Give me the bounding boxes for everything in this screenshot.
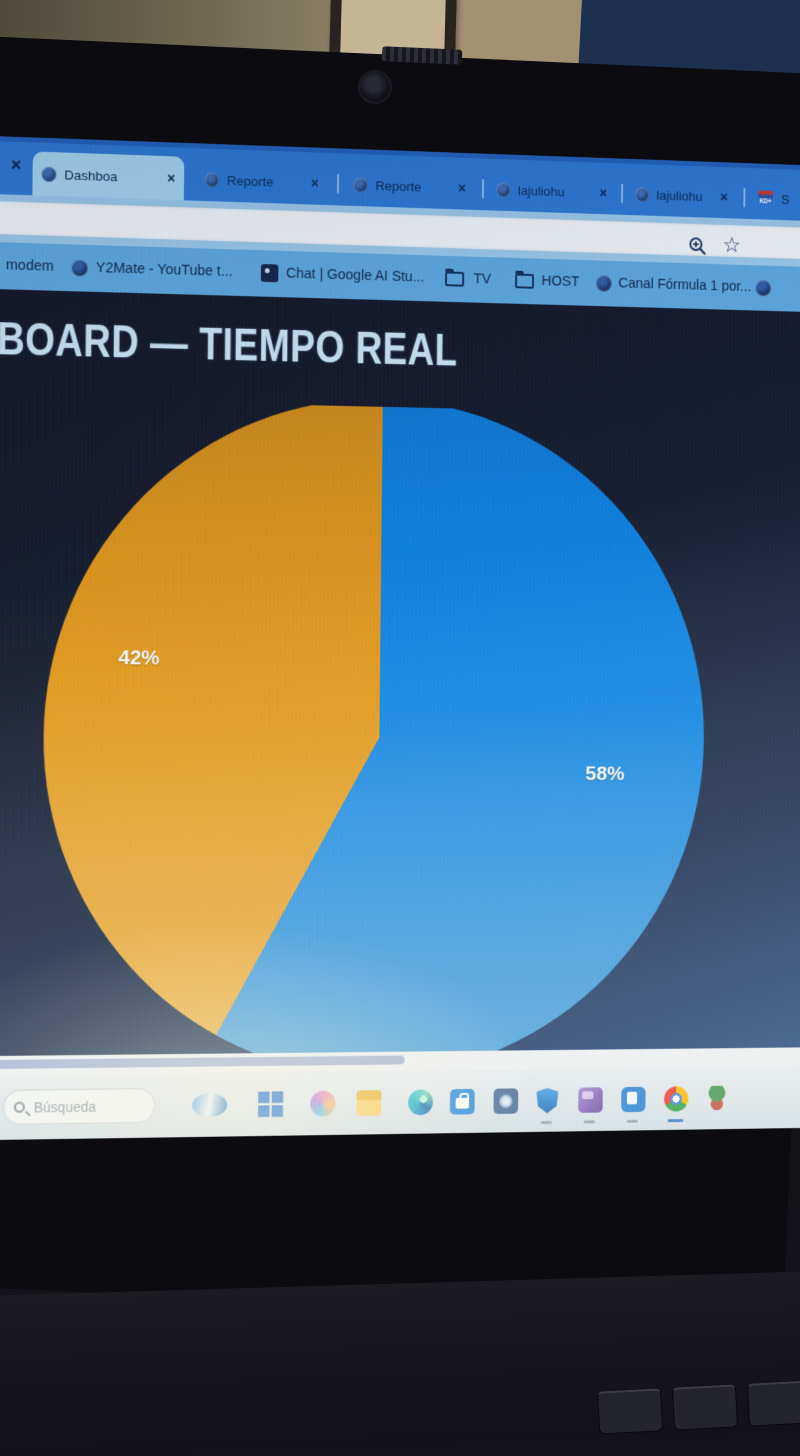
tab-close-icon[interactable]: × (167, 170, 175, 186)
photos-icon[interactable] (493, 1088, 518, 1114)
laptop-screen: × Dashboa × Reporte × Reporte × lajulioh… (0, 136, 800, 1140)
tab-close-icon[interactable]: × (11, 155, 22, 176)
office-app-icon[interactable] (578, 1087, 603, 1113)
bookmark-star-icon[interactable]: ☆ (723, 233, 741, 259)
microsoft-store-icon[interactable] (450, 1089, 475, 1115)
search-input[interactable] (32, 1097, 136, 1116)
keyboard-key (597, 1388, 663, 1434)
tab-close-icon[interactable]: × (599, 185, 607, 201)
pie-circle (40, 398, 707, 1056)
tab-label: S (781, 192, 800, 207)
favicon-text: KD+ (759, 198, 771, 205)
slice-label-orange: 42% (118, 646, 159, 670)
file-explorer-icon[interactable] (356, 1090, 381, 1116)
tab-dashboard[interactable]: Dashboa × (32, 151, 184, 200)
globe-favicon-icon (204, 172, 219, 187)
tab-separator (743, 188, 745, 207)
tab-reporte-1[interactable]: Reporte × (196, 157, 328, 205)
blue-app-icon[interactable] (621, 1087, 645, 1112)
running-indicator (584, 1120, 595, 1123)
tab-separator (482, 179, 484, 199)
tab-close-icon[interactable]: × (720, 189, 728, 205)
pie-chart: 42% 58% (0, 398, 800, 1056)
tab-lajuliohu-2[interactable]: lajuliohu × (627, 172, 737, 218)
globe-favicon-icon (353, 177, 368, 192)
windows-taskbar (0, 1065, 800, 1141)
globe-favicon-icon (496, 182, 510, 197)
tab-label: Reporte (227, 173, 303, 190)
taskbar-search[interactable] (3, 1088, 155, 1125)
globe-icon (755, 280, 771, 297)
search-icon (14, 1102, 25, 1113)
keyboard-key (672, 1384, 738, 1430)
tab-close-icon[interactable]: × (458, 180, 466, 196)
keyboard-key (747, 1380, 800, 1426)
horizontal-scrollbar[interactable] (0, 1056, 405, 1070)
tab-lajuliohu-1[interactable]: lajuliohu × (488, 167, 616, 214)
page-title: BOARD — TIEMPO REAL (0, 311, 458, 376)
start-button-icon[interactable] (258, 1091, 283, 1117)
globe-favicon-icon (635, 187, 649, 202)
tab-close-icon[interactable]: × (311, 175, 319, 191)
tab-partial-right[interactable]: KD+ S (749, 177, 800, 222)
edge-icon[interactable] (408, 1089, 433, 1115)
security-shield-icon[interactable] (535, 1088, 560, 1114)
tab-label: lajuliohu (656, 187, 712, 203)
copilot-icon[interactable] (310, 1091, 335, 1117)
running-indicator-active (668, 1119, 684, 1122)
bookmark-y2mate[interactable]: Y2Mate - YouTube t... (96, 260, 233, 280)
red-flag-favicon-icon: KD+ (757, 190, 774, 206)
tab-label: Reporte (375, 178, 450, 195)
running-indicator (541, 1121, 552, 1124)
ai-studio-icon (261, 264, 279, 282)
tab-separator (337, 174, 339, 194)
running-indicator (627, 1120, 638, 1123)
zoom-in-icon[interactable] (687, 235, 708, 257)
bookmark-folder-tv[interactable]: TV (473, 271, 491, 287)
folder-icon (515, 274, 534, 289)
globe-favicon-icon (41, 166, 56, 181)
dashboard-page: BOARD — TIEMPO REAL 42% 58% (0, 289, 800, 1056)
tab-separator (621, 184, 623, 203)
weather-widget-icon[interactable] (192, 1093, 227, 1117)
globe-icon (596, 275, 612, 292)
slice-label-blue: 58% (585, 763, 625, 786)
folder-icon (445, 271, 464, 286)
bookmark-formula1[interactable]: Canal Fórmula 1 por... (618, 276, 751, 295)
bookmark-folder-host[interactable]: HOST (541, 273, 579, 290)
globe-icon (71, 259, 88, 276)
bookmark-modem[interactable]: modem (6, 257, 54, 274)
chrome-icon[interactable] (664, 1086, 688, 1111)
webcam (358, 70, 392, 104)
tab-label: Dashboa (64, 167, 159, 185)
tab-reporte-2[interactable]: Reporte × (345, 162, 475, 209)
tab-label: lajuliohu (518, 183, 592, 200)
bookmark-ai-studio[interactable]: Chat | Google AI Stu... (286, 266, 424, 286)
plant-app-icon[interactable] (705, 1086, 729, 1111)
